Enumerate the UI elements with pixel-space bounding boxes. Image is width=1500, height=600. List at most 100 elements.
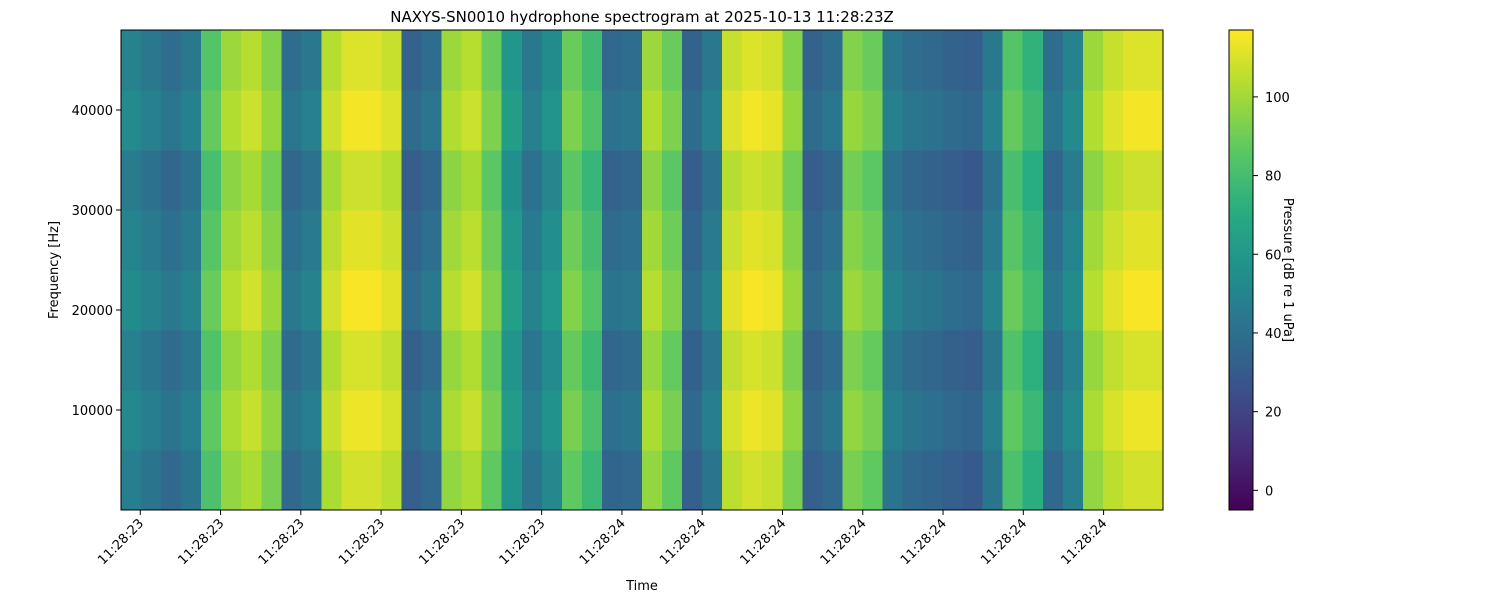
heatmap-cell — [261, 150, 282, 211]
heatmap-cell — [922, 450, 944, 511]
heatmap-cell — [862, 30, 884, 91]
heatmap-cell — [1102, 450, 1124, 511]
heatmap-cell — [141, 270, 162, 331]
heatmap-cell — [421, 390, 443, 451]
heatmap-cell — [501, 90, 523, 151]
heatmap-cell — [1042, 330, 1064, 391]
heatmap-cell — [1122, 450, 1144, 511]
heatmap-cell — [702, 150, 723, 211]
heatmap-cell — [621, 210, 643, 271]
heatmap-cell — [822, 390, 843, 451]
x-axis-label: Time — [625, 579, 658, 594]
heatmap-cell — [1042, 450, 1064, 511]
heatmap-cell — [822, 210, 843, 271]
heatmap-cell — [221, 450, 242, 511]
heatmap-cell — [241, 210, 262, 271]
heatmap-cell — [742, 30, 763, 91]
heatmap-cell — [581, 90, 603, 151]
heatmap-cell — [1062, 30, 1084, 91]
heatmap-cell — [241, 30, 262, 91]
heatmap-cell — [1002, 210, 1024, 271]
heatmap-cell — [281, 210, 302, 271]
heatmap-cell — [922, 210, 944, 271]
heatmap-cell — [1102, 390, 1124, 451]
heatmap-cell — [481, 150, 503, 211]
heatmap-cell — [902, 150, 924, 211]
heatmap-cell — [782, 450, 803, 511]
heatmap-cell — [121, 390, 142, 451]
heatmap-cell — [1022, 270, 1044, 331]
heatmap-cell — [201, 90, 222, 151]
heatmap-cell — [241, 150, 262, 211]
heatmap-cell — [501, 30, 523, 91]
heatmap-cell — [441, 30, 463, 91]
heatmap-cell — [541, 450, 563, 511]
heatmap-cell — [1082, 390, 1104, 451]
heatmap-cell — [1082, 450, 1104, 511]
heatmap-cell — [682, 450, 703, 511]
heatmap-cell — [601, 450, 623, 511]
heatmap-cell — [201, 450, 222, 511]
heatmap-cell — [401, 270, 423, 331]
heatmap-cell — [341, 90, 363, 151]
heatmap-cell — [842, 390, 864, 451]
y-tick-label: 20000 — [72, 304, 113, 319]
heatmap-cell — [361, 450, 383, 511]
heatmap-cell — [662, 330, 683, 391]
heatmap-cell — [1002, 30, 1024, 91]
heatmap-cell — [782, 210, 803, 271]
heatmap-cell — [1142, 270, 1164, 331]
heatmap-cell — [561, 30, 583, 91]
heatmap-cell — [181, 90, 202, 151]
heatmap-cell — [802, 150, 823, 211]
heatmap-cell — [1042, 390, 1064, 451]
heatmap-cell — [301, 30, 322, 91]
heatmap-cell — [361, 150, 383, 211]
heatmap-cell — [1142, 30, 1164, 91]
heatmap-cell — [441, 90, 463, 151]
heatmap-cell — [642, 390, 663, 451]
heatmap-cell — [521, 150, 543, 211]
heatmap-cell — [742, 150, 763, 211]
x-tick-label: 11:28:23 — [95, 516, 147, 568]
heatmap-cell — [441, 150, 463, 211]
heatmap-cell — [241, 90, 262, 151]
heatmap-cell — [702, 210, 723, 271]
heatmap-cell — [1062, 270, 1084, 331]
heatmap-cell — [181, 330, 202, 391]
heatmap-cell — [621, 450, 643, 511]
heatmap-cell — [1002, 330, 1024, 391]
heatmap-cell — [421, 450, 443, 511]
heatmap-cell — [541, 30, 563, 91]
heatmap-cell — [722, 210, 743, 271]
heatmap-cell — [1042, 270, 1064, 331]
heatmap-cell — [441, 390, 463, 451]
heatmap-cell — [461, 90, 483, 151]
heatmap-cell — [762, 30, 783, 91]
heatmap-cell — [802, 450, 823, 511]
heatmap-cell — [421, 330, 443, 391]
heatmap-cell — [521, 30, 543, 91]
heatmap-cell — [842, 270, 864, 331]
heatmap-cell — [121, 330, 142, 391]
heatmap-cell — [501, 330, 523, 391]
heatmap-cell — [902, 90, 924, 151]
heatmap-cell — [1102, 270, 1124, 331]
heatmap-cell — [922, 30, 944, 91]
heatmap-cell — [461, 450, 483, 511]
y-tick-label: 10000 — [72, 404, 113, 419]
heatmap-cell — [401, 450, 423, 511]
heatmap-cell — [401, 150, 423, 211]
x-tick-label: 11:28:24 — [657, 516, 709, 568]
heatmap-cell — [1002, 270, 1024, 331]
heatmap-cell — [481, 90, 503, 151]
heatmap-cell — [1122, 30, 1144, 91]
heatmap-cell — [521, 210, 543, 271]
heatmap-cell — [1142, 90, 1164, 151]
heatmap-cell — [962, 210, 984, 271]
heatmap-cell — [1002, 90, 1024, 151]
heatmap-cell — [241, 330, 262, 391]
heatmap-cell — [782, 150, 803, 211]
heatmap-cell — [1082, 210, 1104, 271]
y-tick-label: 40000 — [72, 104, 113, 119]
